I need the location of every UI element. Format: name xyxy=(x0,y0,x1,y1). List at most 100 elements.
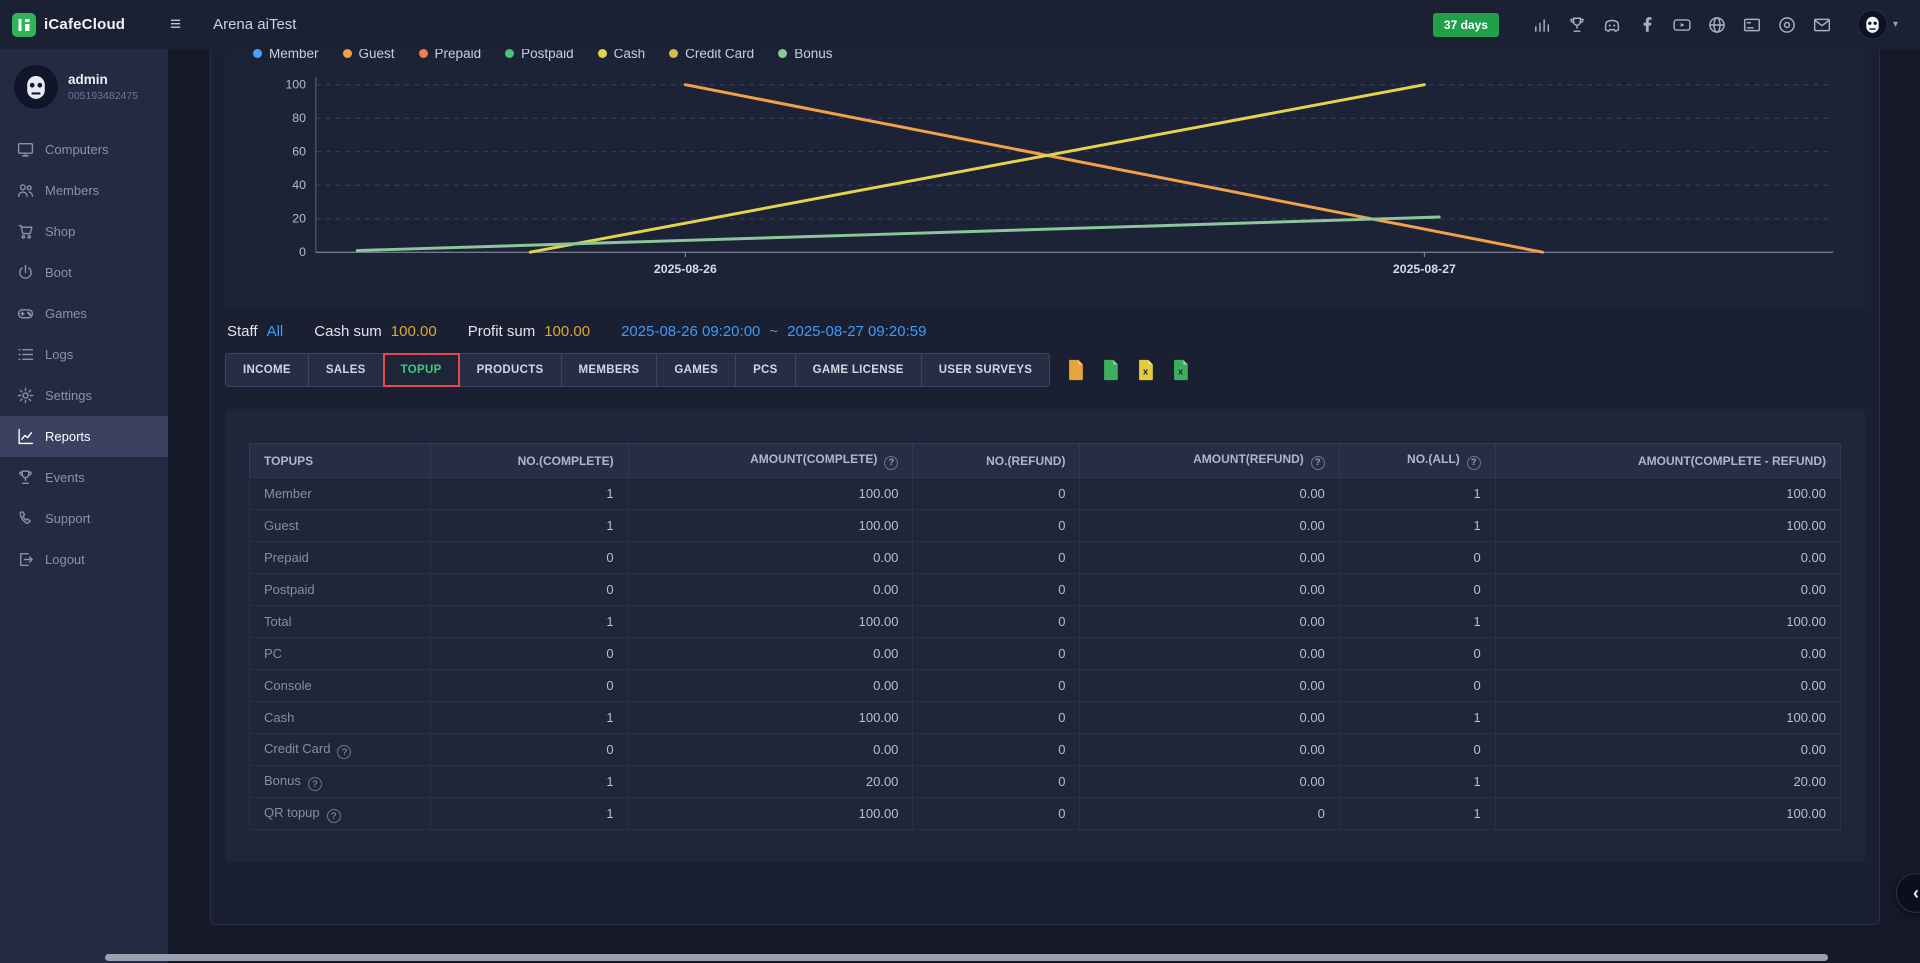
cell-value: 0 xyxy=(1339,542,1495,574)
column-header-label: NO.(ALL) xyxy=(1407,452,1460,466)
sidebar-item-computers[interactable]: Computers xyxy=(0,129,168,170)
cell-value: 0 xyxy=(1339,638,1495,670)
row-label: Postpaid xyxy=(250,574,431,606)
tab-games[interactable]: GAMES xyxy=(656,353,736,387)
topup-report-table: TOPUPSNO.(COMPLETE)AMOUNT(COMPLETE)?NO.(… xyxy=(249,443,1841,830)
help-icon[interactable]: ? xyxy=(327,809,341,823)
row-label: Cash xyxy=(250,702,431,734)
svg-text:60: 60 xyxy=(292,145,306,159)
column-header: NO.(ALL)? xyxy=(1339,444,1495,478)
help-icon[interactable]: ? xyxy=(337,745,351,759)
tab-topup[interactable]: TOPUP xyxy=(383,353,460,387)
cell-value: 1 xyxy=(1339,702,1495,734)
sidebar-item-label: Logout xyxy=(45,552,85,567)
sidebar-item-games[interactable]: Games xyxy=(0,293,168,334)
topup-table-card: TOPUPSNO.(COMPLETE)AMOUNT(COMPLETE)?NO.(… xyxy=(225,409,1865,862)
export-csv-icon[interactable]: x xyxy=(1136,359,1155,381)
license-days-badge[interactable]: 37 days xyxy=(1433,13,1499,37)
cell-value: 20.00 xyxy=(1495,766,1840,798)
cell-value: 0 xyxy=(1339,670,1495,702)
export-pdf-icon[interactable] xyxy=(1066,359,1085,381)
sidebar-toggle-button[interactable]: ≡ xyxy=(170,15,181,34)
help-icon[interactable]: ? xyxy=(1311,456,1325,470)
date-from[interactable]: 2025-08-26 09:20:00 xyxy=(621,323,760,340)
cell-value: 100.00 xyxy=(628,702,913,734)
table-row: Prepaid00.0000.0000.00 xyxy=(250,542,1841,574)
sidebar-item-boot[interactable]: Boot xyxy=(0,252,168,293)
sidebar-nav: Computers MembersShopBootGamesLogsSetting… xyxy=(0,129,168,580)
sidebar-item-shop[interactable]: Shop xyxy=(0,211,168,252)
sidebar-item-logs[interactable]: Logs xyxy=(0,334,168,375)
sidebar-item-reports[interactable]: Reports xyxy=(0,416,168,457)
row-label-text: Member xyxy=(264,486,312,501)
cell-value: 0.00 xyxy=(1495,542,1840,574)
cell-value: 0.00 xyxy=(628,574,913,606)
cash-sum-value: 100.00 xyxy=(391,323,437,340)
svg-text:2025-08-27: 2025-08-27 xyxy=(1393,262,1456,276)
cell-value: 1 xyxy=(431,510,628,542)
legend-item-bonus[interactable]: Bonus xyxy=(778,49,832,61)
tab-sales[interactable]: SALES xyxy=(308,353,384,387)
legend-item-credit-card[interactable]: Credit Card xyxy=(669,49,754,61)
sidebar-item-events[interactable]: Events xyxy=(0,457,168,498)
cash-sum-label: Cash sum xyxy=(314,323,382,340)
help-icon[interactable]: ? xyxy=(884,456,898,470)
staff-filter-value[interactable]: All xyxy=(267,323,284,340)
legend-color-dot xyxy=(505,49,514,58)
cell-value: 0.00 xyxy=(1495,638,1840,670)
horizontal-scrollbar-thumb[interactable] xyxy=(105,954,1828,961)
legend-item-postpaid[interactable]: Postpaid xyxy=(505,49,574,61)
date-to[interactable]: 2025-08-27 09:20:59 xyxy=(787,323,926,340)
help-icon[interactable]: ? xyxy=(308,777,322,791)
tab-pcs[interactable]: PCS xyxy=(735,353,796,387)
sidebar-item-members[interactable]: Members xyxy=(0,170,168,211)
facebook-icon[interactable] xyxy=(1638,16,1656,34)
row-label: Bonus? xyxy=(250,766,431,798)
row-label-text: Guest xyxy=(264,518,299,533)
brand-logo[interactable]: iCafeCloud xyxy=(0,0,168,49)
row-label-text: PC xyxy=(264,646,282,661)
svg-text:40: 40 xyxy=(292,178,306,192)
legend-item-member[interactable]: Member xyxy=(253,49,319,61)
chevron-down-icon: ▾ xyxy=(1893,19,1898,30)
profile-name: admin xyxy=(68,72,138,87)
profit-sum-value: 100.00 xyxy=(544,323,590,340)
cell-value: 100.00 xyxy=(1495,606,1840,638)
legend-item-cash[interactable]: Cash xyxy=(598,49,646,61)
tab-income[interactable]: INCOME xyxy=(225,353,309,387)
obs-icon[interactable] xyxy=(1778,16,1796,34)
cell-value: 0 xyxy=(431,638,628,670)
youtube-icon[interactable] xyxy=(1673,16,1691,34)
mail-icon[interactable] xyxy=(1813,16,1831,34)
export-excel-icon[interactable] xyxy=(1101,359,1120,381)
column-header-label: AMOUNT(REFUND) xyxy=(1193,452,1304,466)
tab-user-surveys[interactable]: USER SURVEYS xyxy=(921,353,1051,387)
legend-label: Cash xyxy=(614,49,646,61)
svg-text:20: 20 xyxy=(292,212,306,226)
globe-icon[interactable] xyxy=(1708,16,1726,34)
table-row: Member1100.0000.001100.00 xyxy=(250,478,1841,510)
cell-value: 20.00 xyxy=(628,766,913,798)
legend-item-guest[interactable]: Guest xyxy=(343,49,395,61)
cell-value: 0 xyxy=(913,798,1080,830)
table-row: Guest1100.0000.001100.00 xyxy=(250,510,1841,542)
tab-products[interactable]: PRODUCTS xyxy=(459,353,562,387)
discord-icon[interactable] xyxy=(1603,16,1621,34)
legend-item-prepaid[interactable]: Prepaid xyxy=(419,49,482,61)
profile-avatar[interactable] xyxy=(14,65,58,109)
cell-value: 0 xyxy=(913,478,1080,510)
sidebar-item-settings[interactable]: Settings xyxy=(0,375,168,416)
help-icon[interactable]: ? xyxy=(1467,456,1481,470)
avatar[interactable] xyxy=(1857,9,1888,40)
sidebar-item-support[interactable]: Support xyxy=(0,498,168,539)
support-icon xyxy=(17,510,34,527)
tab-game-license[interactable]: GAME LICENSE xyxy=(795,353,922,387)
stats-icon[interactable] xyxy=(1533,16,1551,34)
sidebar-item-label: Computers xyxy=(45,142,109,157)
tab-members[interactable]: MEMBERS xyxy=(561,353,658,387)
sidebar-item-logout[interactable]: Logout xyxy=(0,539,168,580)
export-xlsx-icon[interactable]: x xyxy=(1171,359,1190,381)
user-menu[interactable]: ▾ xyxy=(1857,9,1898,40)
license-icon[interactable] xyxy=(1743,16,1761,34)
trophy-icon[interactable] xyxy=(1568,16,1586,34)
